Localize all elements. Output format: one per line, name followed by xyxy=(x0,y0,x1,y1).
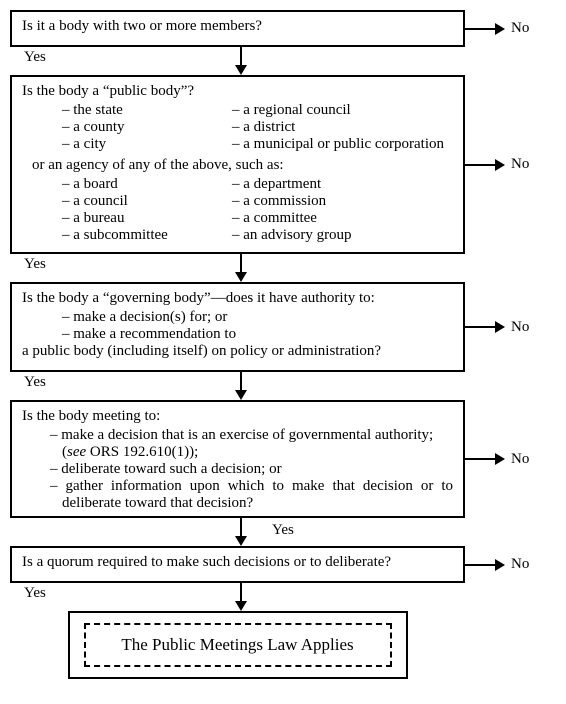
between-2-3: Yes xyxy=(10,254,556,282)
list-item: a subcommittee xyxy=(62,227,232,244)
final-row: The Public Meetings Law Applies xyxy=(10,611,465,679)
between-4-5: Yes xyxy=(10,518,556,546)
final-text: The Public Meetings Law Applies xyxy=(84,623,392,667)
step-2-row: Is the body a “public body”? the state a… xyxy=(10,75,556,254)
yes-2: Yes xyxy=(24,256,46,273)
box-3-items: make a decision(s) for; or make a recomm… xyxy=(62,309,453,343)
box-2-question: Is the body a “public body”? xyxy=(22,83,453,100)
yes-5: Yes xyxy=(24,585,46,602)
box-2-no-branch: No xyxy=(465,156,556,173)
list-item: a regional council xyxy=(232,102,453,119)
box-3-no-branch: No xyxy=(465,319,556,336)
step-1-row: Is it a body with two or more members? N… xyxy=(10,10,556,47)
box-3-tail: a public body (including itself) on poli… xyxy=(22,343,453,360)
between-1-2: Yes xyxy=(10,47,556,75)
arrow-down-5 xyxy=(235,583,247,611)
list-item: a board xyxy=(62,176,232,193)
box-2-group2: a board a council a bureau a subcommitte… xyxy=(62,176,453,244)
step-3-row: Is the body a “governing body”—does it h… xyxy=(10,282,556,372)
box-3: Is the body a “governing body”—does it h… xyxy=(10,282,465,372)
list-item: an advisory group xyxy=(232,227,453,244)
no-label-3: No xyxy=(511,319,529,336)
step-4-row: Is the body meeting to: – make a decisio… xyxy=(10,400,556,518)
step-5-row: Is a quorum required to make such decisi… xyxy=(10,546,556,583)
list-item: the state xyxy=(62,102,232,119)
box-4-item2: – deliberate toward such a decision; or xyxy=(50,461,453,478)
list-item: a council xyxy=(62,193,232,210)
arrow-right-2 xyxy=(465,159,505,171)
yes-4: Yes xyxy=(272,522,294,539)
arrow-down-4 xyxy=(235,518,247,546)
arrow-right-5 xyxy=(465,559,505,571)
list-item: a district xyxy=(232,119,453,136)
box-4-item1: – make a decision that is an exercise of… xyxy=(50,427,453,461)
list-item: a commission xyxy=(232,193,453,210)
box-5-no-branch: No xyxy=(465,556,556,573)
arrow-down-1 xyxy=(235,47,247,75)
list-item: a city xyxy=(62,136,232,153)
yes-1: Yes xyxy=(24,49,46,66)
box-5: Is a quorum required to make such decisi… xyxy=(10,546,465,583)
arrow-right-4 xyxy=(465,453,505,465)
list-item: a municipal or public corporation xyxy=(232,136,453,153)
no-label-5: No xyxy=(511,556,529,573)
no-label-2: No xyxy=(511,156,529,173)
box-4-question: Is the body meeting to: xyxy=(22,408,453,425)
box-5-question: Is a quorum required to make such decisi… xyxy=(22,554,453,571)
no-label-1: No xyxy=(511,20,529,37)
box-4: Is the body meeting to: – make a decisio… xyxy=(10,400,465,518)
no-label-4: No xyxy=(511,451,529,468)
box-2: Is the body a “public body”? the state a… xyxy=(10,75,465,254)
arrow-right-1 xyxy=(465,23,505,35)
yes-3: Yes xyxy=(24,374,46,391)
box-2-group1: the state a county a city a regional cou… xyxy=(62,102,453,153)
arrow-down-3 xyxy=(235,372,247,400)
box-1-question: Is it a body with two or more members? xyxy=(22,18,453,35)
list-item: a county xyxy=(62,119,232,136)
list-item: make a decision(s) for; or xyxy=(62,309,453,326)
arrow-down-2 xyxy=(235,254,247,282)
box-4-item3: – gather information upon which to make … xyxy=(50,478,453,516)
final-box: The Public Meetings Law Applies xyxy=(68,611,408,679)
box-4-items: – make a decision that is an exercise of… xyxy=(50,427,453,516)
box-2-subtext: or an agency of any of the above, such a… xyxy=(32,157,453,174)
box-1-no-branch: No xyxy=(465,20,556,37)
between-3-4: Yes xyxy=(10,372,556,400)
between-5-final: Yes xyxy=(10,583,556,611)
arrow-right-3 xyxy=(465,321,505,333)
box-3-question: Is the body a “governing body”—does it h… xyxy=(22,290,453,307)
box-4-no-branch: No xyxy=(465,451,556,468)
list-item: make a recommendation to xyxy=(62,326,453,343)
box-1: Is it a body with two or more members? xyxy=(10,10,465,47)
list-item: a committee xyxy=(232,210,453,227)
list-item: a bureau xyxy=(62,210,232,227)
list-item: a department xyxy=(232,176,453,193)
